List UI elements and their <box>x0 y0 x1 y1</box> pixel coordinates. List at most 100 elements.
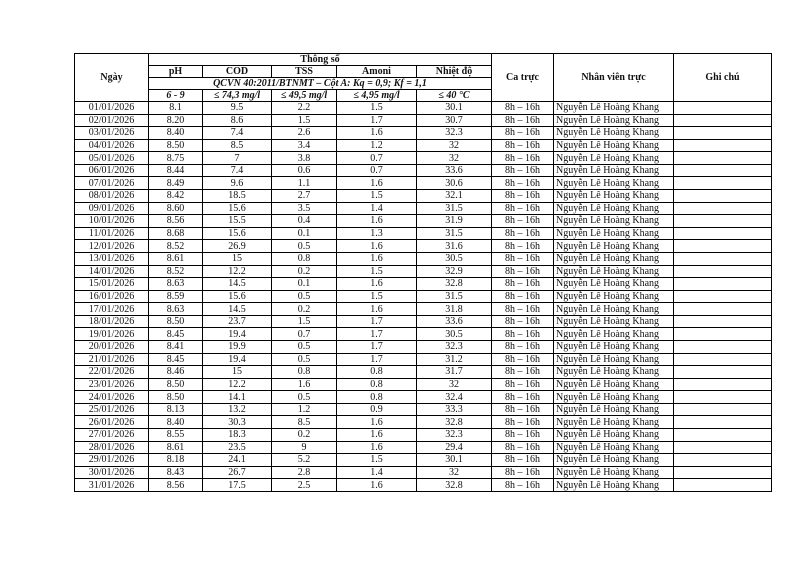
cell-temperature: 29.4 <box>416 440 492 455</box>
cell-staff: Nguyễn Lê Hoàng Khang <box>553 289 674 304</box>
cell-amoni: 1.6 <box>336 239 417 253</box>
cell-amoni: 1.7 <box>336 314 417 329</box>
cell-ph: 8.50 <box>148 390 203 404</box>
cell-ph: 8.50 <box>148 314 203 329</box>
cell-notes <box>673 163 772 178</box>
table-row: 14/01/2026 8.52 12.2 0.2 1.5 32.9 8h – 16h Nguy… <box>74 264 772 279</box>
cell-temperature: 30.5 <box>416 327 492 341</box>
cell-tss: 9 <box>271 440 337 455</box>
cell-staff: Nguyễn Lê Hoàng Khang <box>553 126 674 140</box>
cell-tss: 0.2 <box>271 428 337 442</box>
cell-notes <box>673 302 772 316</box>
table-row: 12/01/2026 8.52 26.9 0.5 1.6 31.6 8h – 16h Nguy… <box>74 239 772 253</box>
cell-temperature: 33.6 <box>416 314 492 329</box>
cell-ph: 8.13 <box>148 402 203 417</box>
cell-temperature: 31.6 <box>416 239 492 253</box>
cell-notes <box>673 289 772 304</box>
cell-amoni: 1.5 <box>336 101 417 115</box>
cell-date: 14/01/2026 <box>74 264 149 279</box>
cell-amoni: 1.5 <box>336 264 417 279</box>
cell-notes <box>673 126 772 140</box>
header-staff: Nhân viên trực <box>553 53 674 102</box>
cell-amoni: 1.6 <box>336 428 417 442</box>
cell-date: 29/01/2026 <box>74 453 149 467</box>
cell-date: 15/01/2026 <box>74 277 149 291</box>
cell-amoni: 1.4 <box>336 465 417 480</box>
cell-temperature: 31.8 <box>416 302 492 316</box>
cell-ph: 8.18 <box>148 453 203 467</box>
cell-shift: 8h – 16h <box>491 314 554 329</box>
cell-date: 19/01/2026 <box>74 327 149 341</box>
table-row: 04/01/2026 8.50 8.5 3.4 1.2 32 8h – 16h Nguyễn … <box>74 138 772 153</box>
cell-shift: 8h – 16h <box>491 264 554 279</box>
cell-cod: 24.1 <box>202 453 272 467</box>
cell-tss: 0.5 <box>271 239 337 253</box>
cell-ph: 8.45 <box>148 352 203 367</box>
cell-ph: 8.55 <box>148 428 203 442</box>
cell-staff: Nguyễn Lê Hoàng Khang <box>553 226 674 241</box>
cell-temperature: 31.9 <box>416 214 492 228</box>
cell-temperature: 32.4 <box>416 390 492 404</box>
cell-amoni: 0.7 <box>336 151 417 165</box>
cell-notes <box>673 465 772 480</box>
cell-cod: 14.1 <box>202 390 272 404</box>
cell-cod: 14.5 <box>202 277 272 291</box>
cell-amoni: 1.6 <box>336 214 417 228</box>
cell-temperature: 31.2 <box>416 352 492 367</box>
cell-ph: 8.49 <box>148 176 203 191</box>
cell-cod: 12.2 <box>202 264 272 279</box>
cell-ph: 8.41 <box>148 340 203 354</box>
cell-tss: 1.2 <box>271 402 337 417</box>
cell-tss: 2.6 <box>271 126 337 140</box>
cell-tss: 0.1 <box>271 277 337 291</box>
cell-temperature: 33.3 <box>416 402 492 417</box>
cell-shift: 8h – 16h <box>491 327 554 341</box>
cell-staff: Nguyễn Lê Hoàng Khang <box>553 352 674 367</box>
cell-staff: Nguyễn Lê Hoàng Khang <box>553 465 674 480</box>
cell-ph: 8.50 <box>148 138 203 153</box>
cell-shift: 8h – 16h <box>491 302 554 316</box>
header-amoni: Amoni <box>336 65 417 78</box>
cell-cod: 23.7 <box>202 314 272 329</box>
cell-notes <box>673 402 772 417</box>
cell-temperature: 30.1 <box>416 453 492 467</box>
cell-tss: 2.7 <box>271 189 337 203</box>
table-row: 05/01/2026 8.75 7 3.8 0.7 32 8h – 16h Nguyễn Lê… <box>74 151 772 165</box>
cell-temperature: 32.8 <box>416 277 492 291</box>
cell-amoni: 1.6 <box>336 415 417 430</box>
cell-shift: 8h – 16h <box>491 289 554 304</box>
cell-date: 03/01/2026 <box>74 126 149 140</box>
cell-amoni: 1.7 <box>336 113 417 128</box>
cell-staff: Nguyễn Lê Hoàng Khang <box>553 402 674 417</box>
cell-tss: 0.8 <box>271 251 337 266</box>
cell-notes <box>673 189 772 203</box>
cell-temperature: 30.6 <box>416 176 492 191</box>
cell-date: 17/01/2026 <box>74 302 149 316</box>
cell-cod: 30.3 <box>202 415 272 430</box>
cell-tss: 5.2 <box>271 453 337 467</box>
cell-ph: 8.40 <box>148 126 203 140</box>
cell-date: 04/01/2026 <box>74 138 149 153</box>
cell-notes <box>673 239 772 253</box>
cell-temperature: 32 <box>416 151 492 165</box>
cell-notes <box>673 327 772 341</box>
cell-date: 08/01/2026 <box>74 189 149 203</box>
table-row: 24/01/2026 8.50 14.1 0.5 0.8 32.4 8h – 16h Nguy… <box>74 390 772 404</box>
cell-date: 30/01/2026 <box>74 465 149 480</box>
cell-shift: 8h – 16h <box>491 101 554 115</box>
cell-shift: 8h – 16h <box>491 465 554 480</box>
cell-shift: 8h – 16h <box>491 189 554 203</box>
cell-temperature: 32.9 <box>416 264 492 279</box>
cell-amoni: 0.7 <box>336 163 417 178</box>
cell-tss: 1.1 <box>271 176 337 191</box>
cell-date: 12/01/2026 <box>74 239 149 253</box>
cell-ph: 8.52 <box>148 239 203 253</box>
table-row: 28/01/2026 8.61 23.5 9 1.6 29.4 8h – 16h Nguyễn… <box>74 440 772 455</box>
cell-staff: Nguyễn Lê Hoàng Khang <box>553 453 674 467</box>
cell-staff: Nguyễn Lê Hoàng Khang <box>553 189 674 203</box>
cell-tss: 1.5 <box>271 314 337 329</box>
cell-notes <box>673 390 772 404</box>
table-row: 09/01/2026 8.60 15.6 3.5 1.4 31.5 8h – 16h Nguy… <box>74 201 772 216</box>
cell-temperature: 31.5 <box>416 226 492 241</box>
cell-tss: 0.4 <box>271 214 337 228</box>
